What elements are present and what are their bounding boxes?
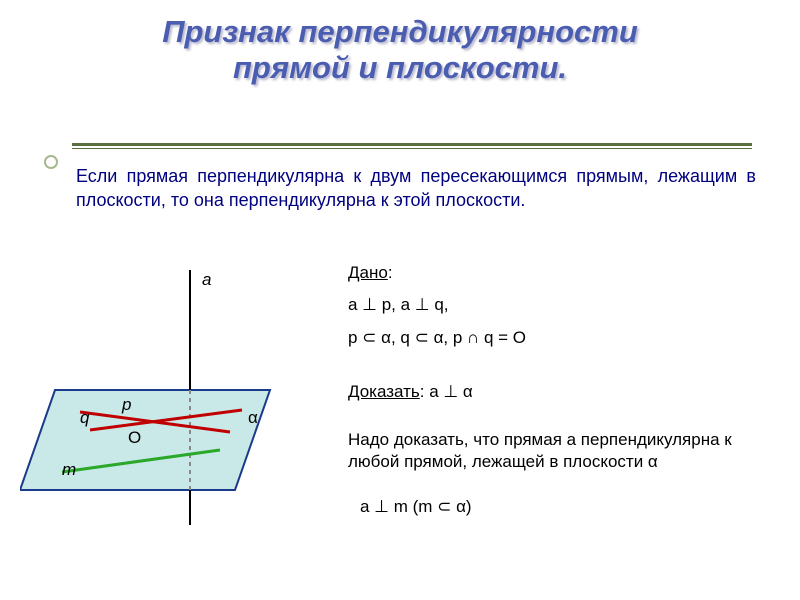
prove-text: : a ⊥ α bbox=[420, 382, 473, 401]
given-line2: p ⊂ α, q ⊂ α, p ∩ q = O bbox=[348, 325, 526, 351]
label-p: p bbox=[122, 395, 131, 415]
theorem-text: Если прямая перпендикулярна к двум перес… bbox=[76, 164, 756, 213]
note-block: Надо доказать, что прямая а перпендикуля… bbox=[348, 429, 768, 473]
rule-thick bbox=[72, 143, 752, 146]
given-line1: a ⊥ p, a ⊥ q, bbox=[348, 292, 449, 318]
slide-title: Признак перпендикулярности прямой и плос… bbox=[0, 0, 800, 86]
prove-block: Доказать: a ⊥ α bbox=[348, 379, 768, 405]
given-colon: : bbox=[388, 263, 393, 282]
prove-label: Доказать bbox=[348, 382, 420, 401]
geometry-diagram: a p q O m α bbox=[20, 260, 340, 560]
diagram-svg bbox=[20, 260, 340, 560]
given-label: Дано bbox=[348, 263, 388, 282]
plane-alpha bbox=[20, 390, 270, 490]
right-column: Дано: a ⊥ p, a ⊥ q, p ⊂ α, q ⊂ α, p ∩ q … bbox=[348, 260, 768, 540]
title-line-1: Признак перпендикулярности bbox=[0, 14, 800, 50]
rule-thin bbox=[72, 148, 752, 149]
label-a: a bbox=[202, 270, 211, 290]
title-line-2: прямой и плоскости. bbox=[0, 50, 800, 86]
label-O: O bbox=[128, 428, 141, 448]
label-alpha: α bbox=[248, 408, 258, 428]
conclusion: a ⊥ m (m ⊂ α) bbox=[360, 494, 768, 520]
label-q: q bbox=[80, 408, 89, 428]
label-m: m bbox=[62, 460, 76, 480]
bullet-decor bbox=[44, 155, 58, 169]
given-block: Дано: a ⊥ p, a ⊥ q, p ⊂ α, q ⊂ α, p ∩ q … bbox=[348, 260, 768, 351]
